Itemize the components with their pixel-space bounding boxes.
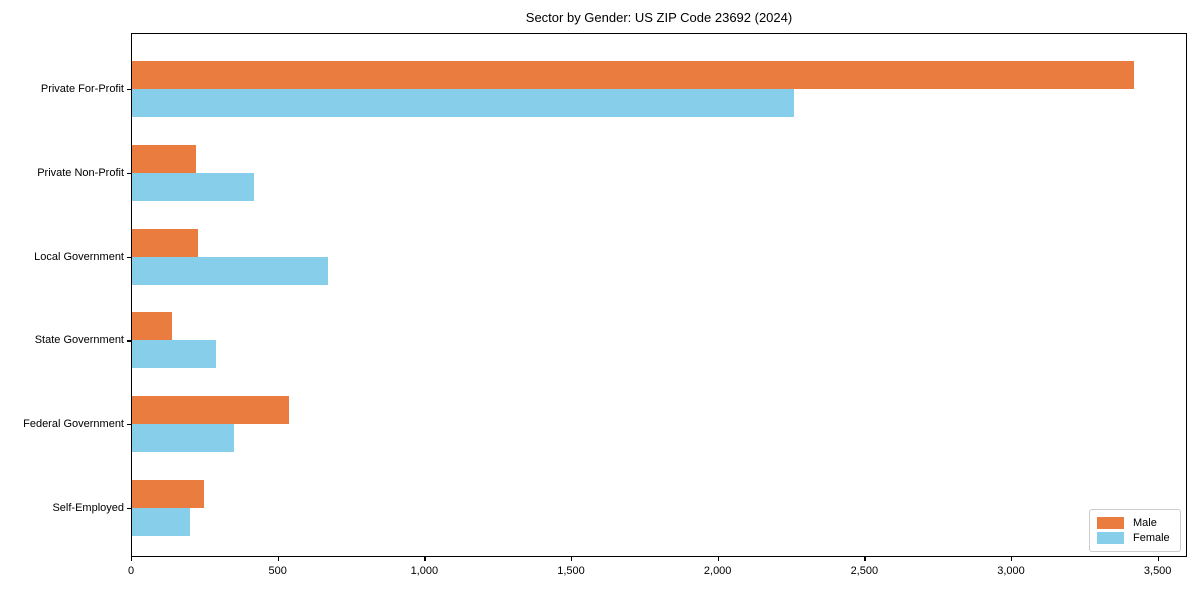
x-tick-mark	[571, 557, 573, 561]
x-tick-label: 1,500	[557, 565, 585, 577]
female-bar	[131, 256, 328, 285]
male-bar	[131, 228, 199, 257]
y-tick-label: Local Government	[34, 250, 124, 263]
female-bar	[131, 172, 255, 201]
chart-title: Sector by Gender: US ZIP Code 23692 (202…	[525, 10, 793, 25]
x-tick-label: 3,500	[1143, 565, 1172, 577]
x-tick-mark	[1011, 557, 1013, 561]
male-swatch-icon	[1097, 516, 1124, 529]
female-swatch-icon	[1097, 532, 1124, 545]
x-tick-mark	[277, 557, 279, 561]
y-tick-mark	[127, 172, 131, 174]
x-tick-mark	[424, 557, 426, 561]
x-tick-label: 500	[268, 565, 287, 577]
male-bar	[131, 480, 205, 508]
x-tick-label: 0	[127, 565, 135, 577]
y-tick-mark	[127, 508, 131, 510]
female-bar	[131, 508, 190, 536]
y-tick-label: Federal Government	[23, 418, 124, 431]
female-bar	[131, 89, 794, 117]
y-tick-label: State Government	[34, 334, 124, 347]
plot-area	[131, 33, 1187, 557]
x-tick-label: 3,000	[997, 565, 1025, 577]
female-bar	[131, 340, 217, 369]
y-tick-mark	[127, 424, 131, 426]
male-bar	[131, 144, 196, 173]
x-tick-label: 2,500	[850, 565, 879, 577]
y-tick-mark	[127, 89, 131, 91]
legend-entry-female: Female	[1097, 532, 1173, 545]
female-bar	[131, 424, 234, 453]
legend-entry-male: Male	[1097, 516, 1173, 529]
y-tick-label: Private Non-Profit	[37, 166, 124, 179]
x-tick-mark	[131, 557, 133, 561]
legend: Male Female	[1089, 509, 1181, 552]
legend-label: Female	[1133, 532, 1170, 545]
y-tick-label: Private For-Profit	[40, 83, 124, 95]
x-tick-mark	[717, 557, 719, 561]
y-tick-label: Self-Employed	[52, 502, 124, 514]
x-tick-label: 1,000	[410, 565, 439, 577]
x-tick-mark	[864, 557, 866, 561]
x-tick-label: 2,000	[703, 565, 732, 577]
y-tick-mark	[127, 256, 131, 258]
legend-label: Male	[1133, 516, 1157, 529]
male-bar	[131, 312, 173, 341]
male-bar	[131, 61, 1135, 89]
male-bar	[131, 396, 290, 425]
y-tick-mark	[127, 340, 131, 342]
x-tick-mark	[1157, 557, 1159, 561]
